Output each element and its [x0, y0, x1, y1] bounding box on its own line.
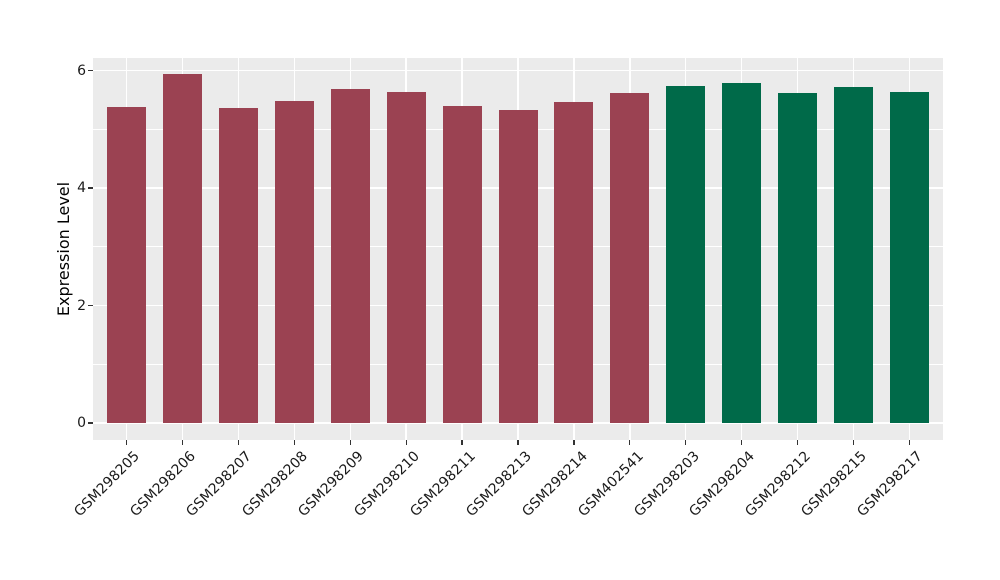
y-tick-label: 0 [77, 415, 86, 431]
bar-GSM298215 [834, 86, 874, 423]
bar-GSM298209 [330, 89, 370, 423]
x-tick-mark [181, 440, 184, 445]
x-tick-mark [685, 440, 687, 445]
bar-GSM298217 [889, 91, 929, 423]
bar-GSM298204 [722, 82, 762, 423]
x-tick-mark [517, 440, 519, 445]
bar-GSM402541 [610, 92, 650, 423]
bar-GSM298214 [554, 101, 594, 423]
y-axis-title: Expression Level [54, 181, 73, 316]
x-tick-mark [852, 440, 855, 445]
y-tick-label: 4 [77, 180, 86, 196]
x-tick-mark [908, 440, 911, 445]
y-tick-mark [88, 422, 93, 424]
x-tick-mark [405, 440, 407, 445]
x-tick-mark [293, 440, 295, 445]
x-tick-mark [573, 440, 575, 445]
bar-GSM298213 [498, 109, 538, 423]
y-tick-label: 2 [77, 297, 86, 314]
bar-GSM298203 [666, 85, 706, 423]
bar-GSM298205 [107, 106, 147, 423]
bar-GSM298207 [218, 107, 258, 423]
x-tick-mark [349, 440, 351, 445]
y-tick-label: 6 [77, 62, 86, 79]
x-tick-mark [629, 440, 631, 445]
x-tick-mark [125, 440, 128, 445]
x-tick-mark [461, 440, 463, 445]
y-tick-mark [88, 304, 93, 307]
bar-GSM298212 [778, 92, 818, 423]
y-tick-mark [88, 69, 93, 72]
x-tick-mark [237, 440, 240, 445]
x-tick-mark [741, 440, 743, 445]
y-tick-mark [88, 187, 93, 189]
x-tick-mark [796, 440, 799, 445]
bar-GSM298211 [442, 105, 482, 423]
bar-GSM298206 [162, 74, 202, 423]
bar-GSM298210 [386, 91, 426, 423]
bar-GSM298208 [274, 101, 314, 423]
